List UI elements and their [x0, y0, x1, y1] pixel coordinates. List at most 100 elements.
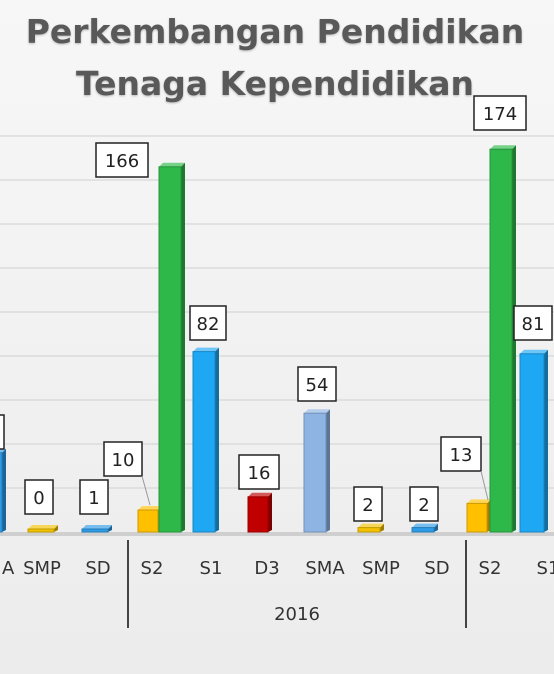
data-label-text: 81 — [522, 314, 545, 335]
leader-line — [480, 470, 489, 501]
bar — [519, 349, 548, 533]
data-label: 10 — [103, 441, 143, 477]
data-label-text: 10 — [112, 450, 135, 471]
bar-side — [215, 347, 219, 532]
data-label-box — [238, 454, 280, 490]
data-label: 174 — [473, 95, 527, 131]
category-label: SMP — [23, 558, 61, 579]
bar-top — [467, 499, 491, 504]
bar-front — [489, 148, 513, 533]
data-label: 13 — [440, 436, 482, 472]
bar — [357, 523, 384, 533]
category-label: D3 — [254, 558, 279, 579]
chart-floor — [0, 532, 554, 536]
bar-front — [519, 353, 545, 533]
bar — [466, 499, 491, 533]
data-label-text: 166 — [105, 151, 139, 172]
bar — [158, 162, 185, 533]
data-label-text: 174 — [483, 104, 517, 125]
bar — [0, 448, 6, 533]
data-label: 2 — [353, 486, 383, 522]
bar-top — [358, 523, 384, 528]
data-label: 81 — [513, 305, 553, 341]
bar-front — [303, 412, 327, 533]
bar-front — [357, 527, 381, 533]
bar-side — [268, 492, 272, 532]
chart-title-line2: Tenaga Kependidikan — [75, 64, 475, 103]
bar-top — [0, 448, 6, 453]
bar-side — [54, 525, 58, 532]
bar-front — [192, 351, 216, 533]
data-label-box — [297, 366, 337, 402]
bar — [27, 525, 58, 533]
bar-top — [138, 506, 162, 510]
data-label-text: 2 — [418, 495, 429, 516]
bar-front — [158, 166, 182, 533]
bar-front — [411, 527, 435, 533]
bar-top — [248, 492, 272, 497]
bar-top — [159, 162, 185, 167]
bar-top — [490, 145, 516, 150]
bar-side — [108, 525, 112, 532]
bar-side — [181, 162, 185, 533]
bar — [411, 523, 438, 533]
category-label: SD — [85, 558, 110, 579]
bar-side — [326, 409, 330, 532]
data-label-box — [95, 142, 149, 178]
data-label-box — [473, 95, 527, 131]
data-label-box — [103, 441, 143, 477]
data-label-text: 16 — [248, 463, 271, 484]
bar — [137, 506, 162, 533]
chart-title-line1: Perkembangan Pendidikan — [25, 12, 525, 51]
data-label-text: 1 — [88, 488, 99, 509]
data-label: 1 — [79, 479, 109, 515]
bar-top — [412, 523, 438, 528]
category-label: S2 — [479, 558, 502, 579]
data-label-box — [409, 486, 439, 522]
data-label-box — [440, 436, 482, 472]
bar-top — [304, 409, 330, 414]
category-label: S1 — [200, 558, 223, 579]
bar-side — [2, 448, 6, 532]
category-label: S2 — [141, 558, 164, 579]
bar — [489, 145, 516, 533]
bar-front — [247, 496, 269, 533]
bar-front — [137, 509, 159, 533]
data-label-box — [24, 479, 54, 515]
bar — [192, 347, 219, 533]
year-label: 2016 — [274, 604, 320, 625]
bar-front — [0, 452, 3, 533]
data-label-box — [513, 305, 553, 341]
data-label: 16 — [238, 454, 280, 490]
data-label-box — [79, 479, 109, 515]
data-label: 166 — [95, 142, 149, 178]
data-label-text: 82 — [197, 314, 220, 335]
bar-front — [466, 502, 488, 533]
category-label: SMP — [362, 558, 400, 579]
bar-side — [544, 349, 548, 532]
bar-top — [193, 347, 219, 352]
bar-side — [434, 523, 438, 532]
data-label: 0 — [24, 479, 54, 515]
bar-top — [82, 525, 112, 529]
category-label: SD — [424, 558, 449, 579]
bar-front — [81, 528, 109, 533]
bar-front — [27, 528, 55, 533]
leader-line — [141, 475, 151, 506]
data-label-text: 0 — [33, 488, 44, 509]
bar-side — [380, 523, 384, 532]
category-label: S1 — [537, 558, 554, 579]
data-label: 2 — [409, 486, 439, 522]
category-label: A — [2, 558, 15, 579]
bar — [303, 409, 330, 533]
bar-top — [28, 525, 58, 529]
data-label-box — [0, 414, 5, 450]
data-label-text: 2 — [362, 495, 373, 516]
bar — [81, 525, 112, 533]
data-label-text: 54 — [306, 375, 329, 396]
category-label: SMA — [305, 558, 345, 579]
data-label-text: 13 — [450, 445, 473, 466]
data-label: 54 — [297, 366, 337, 402]
bar — [247, 492, 272, 533]
